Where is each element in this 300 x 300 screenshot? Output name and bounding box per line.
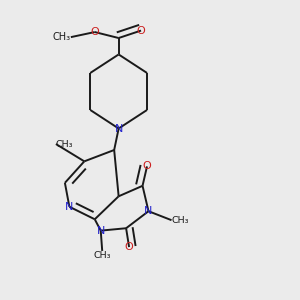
Text: N: N <box>97 226 105 236</box>
Text: N: N <box>115 124 123 134</box>
Text: CH₃: CH₃ <box>56 140 74 148</box>
Text: O: O <box>90 27 99 37</box>
Text: N: N <box>144 206 153 216</box>
Text: CH₃: CH₃ <box>94 251 111 260</box>
Text: O: O <box>137 26 146 36</box>
Text: O: O <box>125 242 134 252</box>
Text: O: O <box>142 161 152 171</box>
Text: CH₃: CH₃ <box>53 32 71 42</box>
Text: N: N <box>65 202 74 212</box>
Text: CH₃: CH₃ <box>172 216 189 225</box>
